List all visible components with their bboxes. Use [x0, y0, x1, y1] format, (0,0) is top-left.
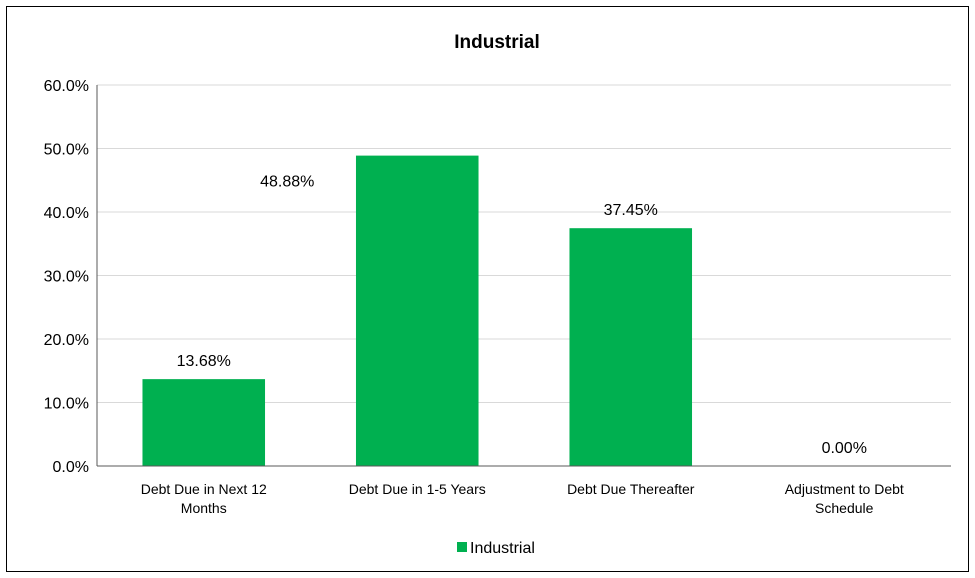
- x-category-label: Adjustment to Debt Schedule: [785, 481, 904, 516]
- legend-label: Industrial: [470, 540, 535, 557]
- x-category-label: Debt Due in 1-5 Years: [349, 481, 486, 497]
- bar: [355, 155, 479, 466]
- data-labels: 13.68% 48.88% 37.45% 0.00%: [177, 174, 867, 457]
- x-category-label: Debt Due in Next 12 Months: [141, 481, 267, 516]
- bar: [569, 228, 693, 466]
- legend: Industrial: [457, 540, 535, 557]
- axes: [96, 85, 951, 467]
- bar: [142, 379, 266, 466]
- data-label: 0.00%: [822, 440, 867, 457]
- data-label: 37.45%: [604, 202, 658, 219]
- y-axis-ticks: 0.0% 10.0% 20.0% 30.0% 40.0% 50.0% 60.0%: [44, 78, 89, 476]
- y-tick-label: 50.0%: [44, 142, 89, 159]
- y-tick-label: 30.0%: [44, 269, 89, 286]
- data-label: 48.88%: [260, 174, 314, 191]
- legend-swatch: [457, 542, 467, 552]
- y-tick-label: 0.0%: [53, 459, 89, 476]
- chart-frame: [6, 6, 969, 572]
- y-tick-label: 40.0%: [44, 205, 89, 222]
- chart-title: Industrial: [454, 32, 540, 53]
- y-tick-label: 10.0%: [44, 396, 89, 413]
- data-label: 13.68%: [177, 353, 231, 370]
- y-tick-label: 20.0%: [44, 332, 89, 349]
- y-tick-label: 60.0%: [44, 78, 89, 95]
- x-category-label: Debt Due Thereafter: [567, 481, 695, 497]
- x-axis-categories: Debt Due in Next 12 Months Debt Due in 1-5…: [141, 481, 904, 516]
- bars: [142, 155, 693, 466]
